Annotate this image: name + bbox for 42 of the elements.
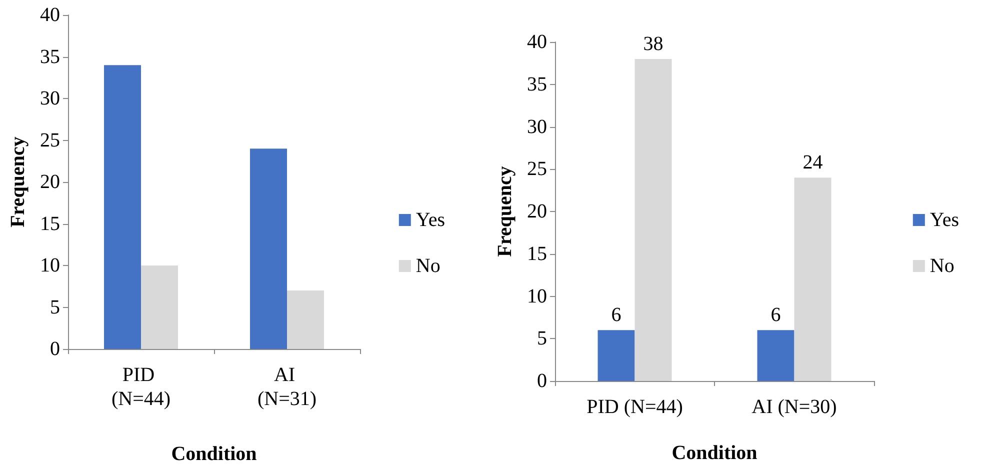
bar bbox=[634, 58, 672, 381]
bar bbox=[757, 330, 794, 381]
legend-label: No bbox=[416, 255, 440, 277]
y-tick-label: 40 bbox=[40, 4, 60, 26]
y-tick-label: 35 bbox=[527, 73, 547, 96]
data-label: 6 bbox=[770, 304, 781, 326]
y-tick-label: 30 bbox=[40, 88, 60, 110]
legend-label: No bbox=[930, 255, 954, 277]
y-tick-label: 15 bbox=[40, 212, 60, 235]
x-axis-title: Condition bbox=[171, 443, 257, 465]
y-axis-title: Frequency bbox=[7, 136, 29, 228]
data-label: 6 bbox=[611, 304, 622, 326]
y-tick-label: 5 bbox=[537, 328, 547, 350]
y-tick-label: 40 bbox=[527, 31, 547, 53]
bar bbox=[141, 266, 178, 349]
y-tick-label: 20 bbox=[527, 200, 547, 222]
y-tick-label: 0 bbox=[537, 370, 547, 392]
legend-label: Yes bbox=[416, 209, 446, 231]
data-label: 24 bbox=[802, 152, 823, 174]
y-tick-label: 20 bbox=[40, 171, 60, 193]
x-tick-label: PID (N=44) bbox=[111, 364, 171, 410]
x-tick-label: PID (N=44) bbox=[586, 396, 683, 418]
bar bbox=[794, 178, 832, 381]
bar bbox=[598, 330, 635, 381]
x-axis-title: Condition bbox=[672, 442, 758, 464]
bar bbox=[104, 65, 141, 349]
y-tick-label: 25 bbox=[527, 158, 547, 180]
y-tick-label: 35 bbox=[40, 46, 60, 68]
x-tick-label: AI (N=30) bbox=[752, 396, 837, 418]
y-tick-label: 0 bbox=[50, 338, 60, 360]
data-label: 38 bbox=[643, 32, 664, 55]
y-tick-label: 5 bbox=[50, 296, 60, 318]
y-tick-label: 30 bbox=[527, 116, 547, 138]
y-tick-label: 15 bbox=[527, 242, 547, 265]
y-tick-label: 25 bbox=[40, 129, 60, 152]
y-tick-label: 10 bbox=[40, 254, 60, 276]
bar bbox=[250, 148, 287, 349]
y-axis-title: Frequency bbox=[494, 166, 516, 257]
legend-label: Yes bbox=[930, 209, 960, 231]
y-tick-label: 10 bbox=[527, 285, 547, 308]
x-tick-label: AI (N=31) bbox=[257, 364, 317, 410]
bar bbox=[287, 290, 324, 349]
